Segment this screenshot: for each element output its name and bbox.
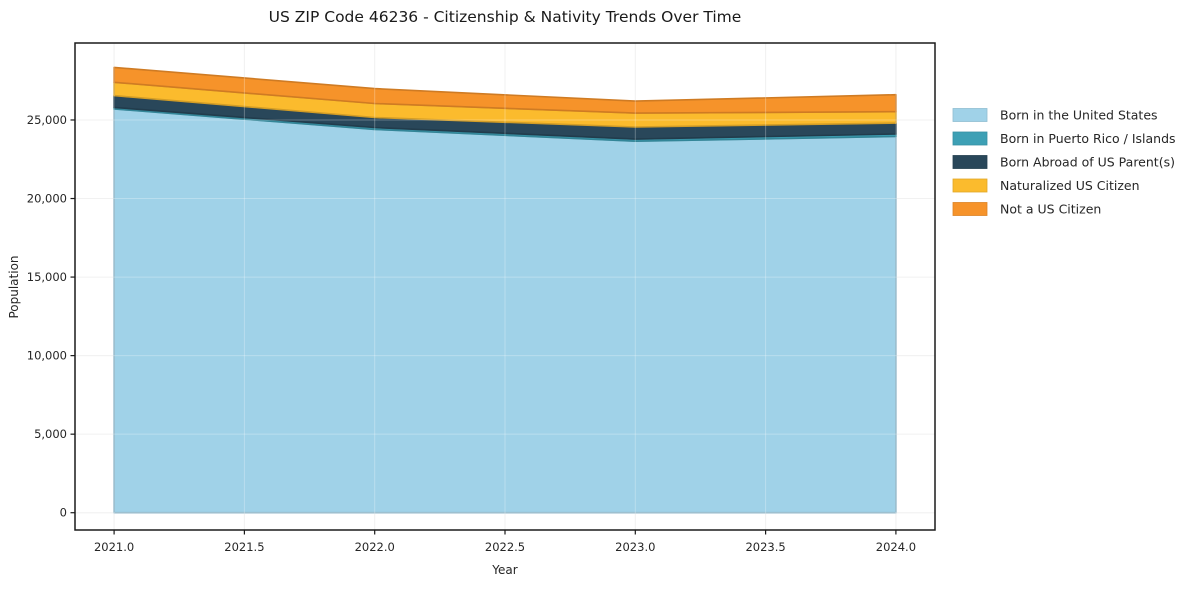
x-tick-label: 2023.5 — [745, 540, 785, 554]
y-tick-label: 10,000 — [27, 349, 67, 363]
legend-swatch-born-in-puerto-rico-islands — [952, 131, 988, 146]
x-tick-label: 2021.0 — [94, 540, 134, 554]
x-axis-label: Year — [492, 563, 518, 577]
legend-label-not-a-us-citizen: Not a US Citizen — [1000, 202, 1101, 217]
legend-label-born-in-puerto-rico-islands: Born in Puerto Rico / Islands — [1000, 131, 1176, 146]
chart-title: US ZIP Code 46236 - Citizenship & Nativi… — [268, 8, 742, 26]
area-not-a-us-citizen — [113, 66, 897, 114]
legend-swatch-naturalized-us-citizen — [952, 178, 988, 193]
y-tick-label: 20,000 — [27, 192, 67, 206]
x-tick-label: 2022.0 — [355, 540, 395, 554]
y-tick-label: 0 — [60, 506, 67, 520]
legend-swatch-born-abroad-of-us-parent-s — [952, 155, 988, 169]
y-tick-label: 25,000 — [27, 113, 67, 127]
x-tick-label: 2024.0 — [876, 540, 916, 554]
legend-label-naturalized-us-citizen: Naturalized US Citizen — [1000, 178, 1140, 193]
legend-swatch-not-a-us-citizen — [952, 202, 988, 216]
x-tick-label: 2021.5 — [224, 540, 264, 554]
legend-label-born-abroad-of-us-parent-s: Born Abroad of US Parent(s) — [1000, 155, 1175, 170]
legend-swatch-born-in-the-united-states — [952, 108, 988, 122]
x-tick-label: 2022.5 — [485, 540, 525, 554]
x-tick-label: 2023.0 — [615, 540, 655, 554]
y-tick-label: 15,000 — [27, 270, 67, 284]
y-tick-label: 5,000 — [34, 427, 67, 441]
y-axis-label: Population — [7, 255, 21, 319]
legend-label-born-in-the-united-states: Born in the United States — [1000, 108, 1158, 123]
